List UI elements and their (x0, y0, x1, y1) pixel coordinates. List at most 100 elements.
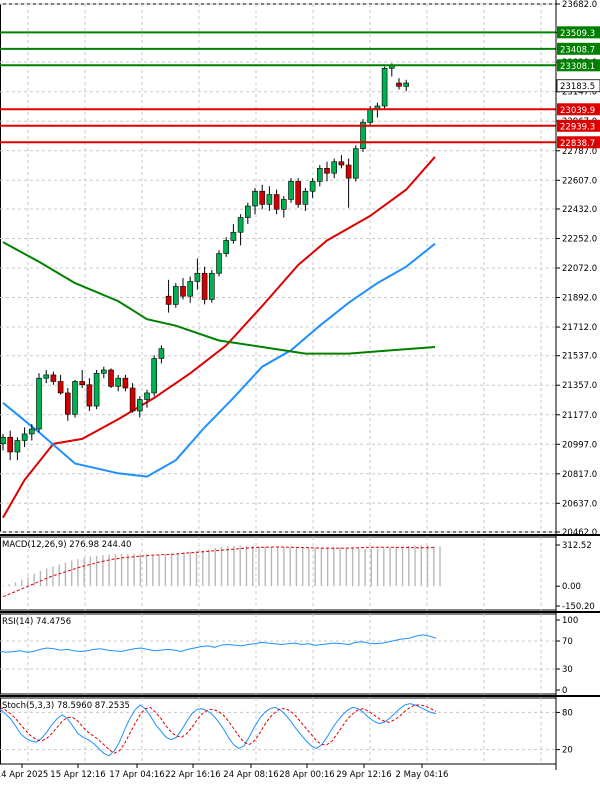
candle-body-down (79, 381, 85, 386)
candle-body-up (93, 372, 100, 407)
candle-body-up (367, 108, 374, 123)
candle-body-down (7, 436, 13, 453)
candle (7, 430, 13, 461)
candle-body-up (187, 281, 193, 297)
current-price-label: 23183.5 (560, 82, 595, 92)
stoch-panel (0, 703, 437, 757)
macd-tick-label: -150.20 (562, 602, 595, 612)
candle (381, 66, 388, 110)
macd-panel (2, 545, 441, 598)
candle (266, 186, 273, 211)
candle (280, 196, 287, 218)
candle-body-down (57, 381, 64, 394)
candle-body-up (209, 272, 215, 300)
price-tick-label: 22072.0 (562, 264, 597, 274)
candle (288, 178, 294, 203)
macd-signal-line (2, 546, 437, 598)
candle-body-up (158, 348, 165, 359)
time-tick-label: 15 Apr 12:16 (50, 770, 105, 780)
candle (360, 119, 366, 152)
candle (72, 379, 78, 418)
candle (194, 258, 201, 290)
candle (180, 278, 186, 300)
candle-body-up (331, 161, 338, 174)
panel-separator (0, 695, 600, 697)
candle (187, 276, 193, 303)
macd-tick-label: 0.00 (562, 582, 581, 592)
candle-body-up (316, 168, 323, 182)
candle (223, 237, 229, 257)
candle-body-down (86, 384, 93, 407)
candle (201, 266, 208, 305)
price-axis: 23682.023508.023328.023147.022967.022787… (555, 0, 600, 770)
rsi-line (0, 634, 437, 653)
candle-body-down (396, 82, 402, 87)
stoch-tick-label: 80 (562, 708, 573, 718)
candle (158, 345, 165, 364)
candle-body-up (381, 67, 388, 107)
candle-body-down (108, 369, 114, 387)
time-tick-label: 28 Apr 00:16 (279, 770, 334, 780)
price-tick-label: 22607.0 (562, 176, 597, 186)
candle (14, 437, 21, 461)
candle (273, 189, 280, 215)
candle (86, 378, 93, 411)
time-axis: 14 Apr 2025 15 Apr 12:16 17 Apr 04:16 22 Ap… (0, 764, 448, 780)
candle (316, 165, 323, 187)
price-tick-label: 21177.0 (562, 411, 597, 421)
candle (209, 269, 215, 303)
ma-red-line (2, 156, 436, 519)
ma-green-line (2, 241, 436, 355)
candle (245, 202, 251, 225)
candle (122, 374, 129, 392)
candle (36, 373, 42, 433)
candle (309, 178, 316, 198)
candle-body-down (345, 164, 352, 179)
candle (396, 78, 402, 90)
rsi-tick-label: 30 (562, 665, 573, 675)
candle (137, 396, 143, 418)
current-price-tag (556, 79, 600, 93)
candle-body-up (237, 217, 244, 233)
candle (79, 369, 85, 389)
candle (259, 184, 266, 210)
macd-tick-label: 312.52 (562, 541, 592, 551)
time-tick-label: 22 Apr 16:16 (165, 770, 220, 780)
ma-blue-line (2, 242, 436, 478)
candle-body-down (50, 374, 57, 382)
candle-body-up (21, 433, 28, 441)
price-tick-label: 22787.0 (562, 147, 597, 157)
candle-body-up (288, 181, 294, 200)
candle (302, 187, 309, 211)
candle-body-up (115, 377, 121, 387)
level-tag (557, 26, 600, 39)
candle-body-up (151, 358, 157, 394)
candle-body-up (0, 436, 6, 445)
price-tick-label: 22252.0 (562, 234, 597, 244)
level-tag-label: 22939.3 (560, 122, 595, 132)
candle-body-down (259, 190, 266, 205)
time-tick-label: 17 Apr 04:16 (109, 770, 164, 780)
candle-body-down (180, 286, 186, 297)
candle-body-up (252, 190, 258, 207)
rsi-tick-label: 0 (562, 686, 567, 696)
candle-body-down (295, 181, 302, 205)
price-tick-label: 21357.0 (562, 381, 597, 391)
stoch-d-line (0, 704, 437, 754)
time-tick-label: 14 Apr 2025 (0, 770, 48, 780)
candle-body-up (101, 369, 107, 374)
candle-body-down (201, 272, 208, 300)
candle (338, 155, 345, 169)
candle (57, 374, 64, 395)
candle (115, 374, 121, 392)
price-tick-label: 21892.0 (562, 294, 597, 304)
candle (21, 427, 28, 448)
stoch-k-line (0, 703, 437, 757)
level-tag (557, 59, 600, 72)
rsi-frame (0, 613, 557, 695)
candle (216, 250, 222, 277)
time-tick-label: 24 Apr 08:16 (223, 770, 278, 780)
rsi-panel (0, 634, 437, 653)
